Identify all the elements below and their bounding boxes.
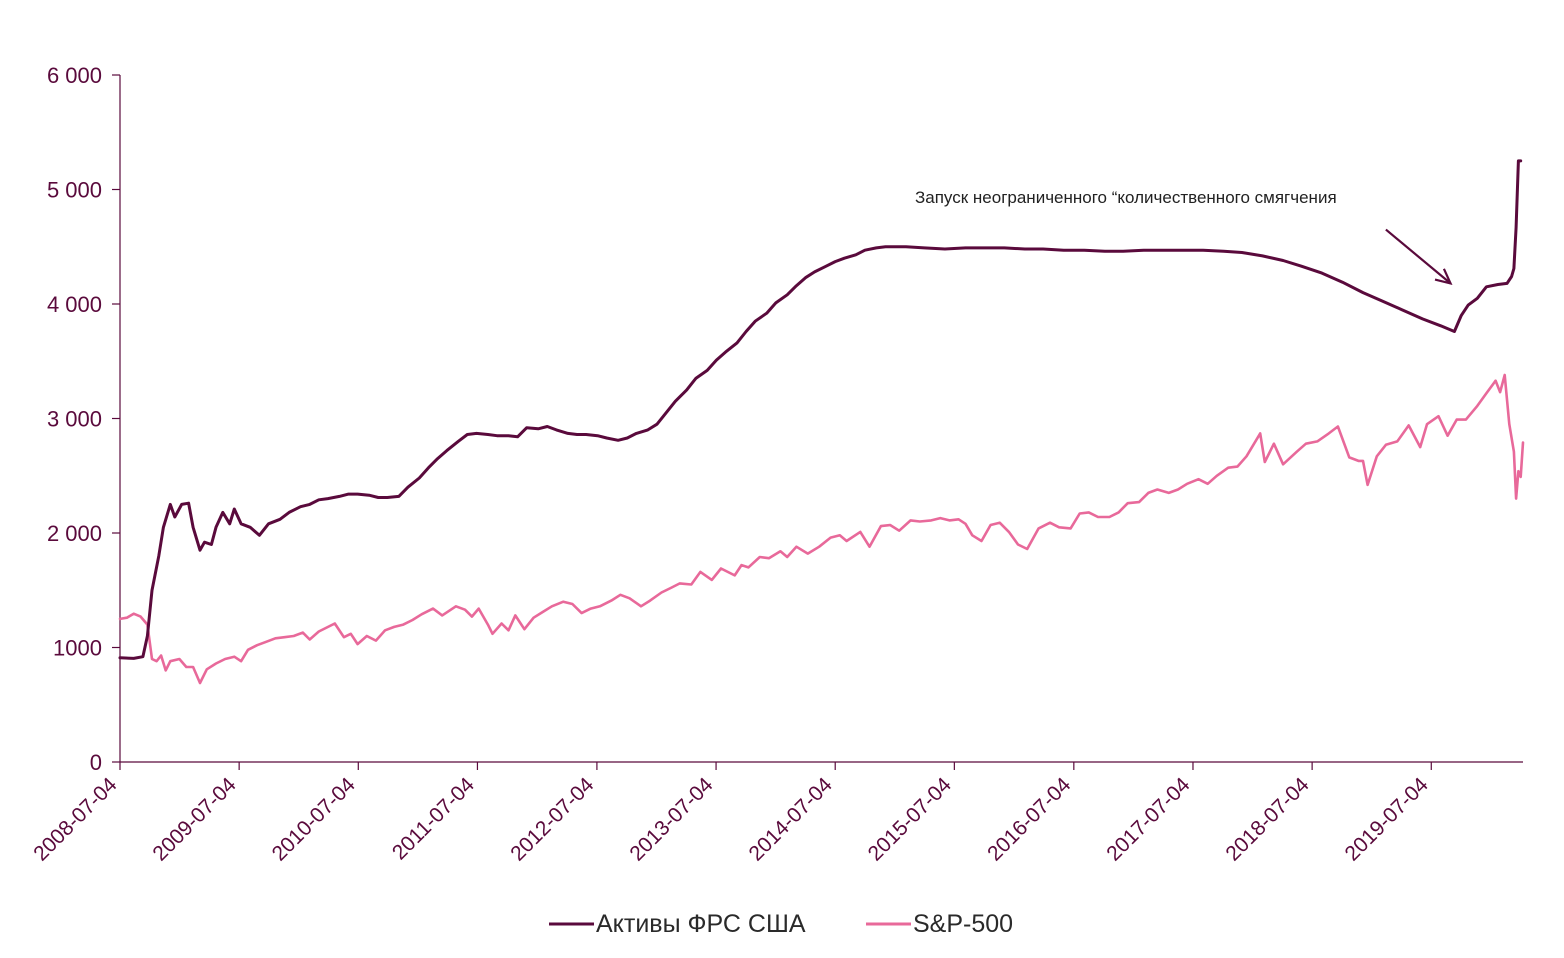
- x-tick-label: 2016-07-04: [983, 773, 1075, 865]
- x-tick-label: 2009-07-04: [148, 773, 240, 865]
- y-tick-label: 0: [90, 750, 102, 775]
- x-tick-label: 2011-07-04: [388, 773, 479, 864]
- x-tick-label: 2018-07-04: [1221, 773, 1313, 865]
- legend-label-fed-assets: Активы ФРС США: [596, 910, 806, 938]
- annotation: Запуск неограниченного “количественного …: [915, 188, 1453, 286]
- x-axis: 2008-07-04 2009-07-04 2010-07-04 2011-07-04…: [29, 761, 1523, 865]
- x-tick-label: 2012-07-04: [506, 773, 598, 865]
- y-tick-label: 3 000: [47, 407, 102, 432]
- y-tick-label: 1000: [53, 636, 102, 661]
- y-tick-label: 6 000: [47, 63, 102, 88]
- y-tick-label: 5 000: [47, 178, 102, 203]
- y-axis: 0 1000 2 000 3 000 4 000 5 000 6 000: [47, 63, 121, 775]
- x-tick-label: 2008-07-04: [29, 773, 121, 865]
- legend: Активы ФРС США S&P-500: [549, 910, 1013, 938]
- x-tick-label: 2010-07-04: [268, 773, 360, 865]
- series-line-fed-assets: [118, 159, 1523, 660]
- annotation-arrow: [1385, 228, 1452, 285]
- series-layer: [118, 159, 1525, 685]
- x-tick-label: 2013-07-04: [625, 773, 717, 865]
- series-line-sp500: [118, 373, 1525, 685]
- y-tick-label: 4 000: [47, 292, 102, 317]
- annotation-arrow-head: [1434, 268, 1453, 286]
- y-tick-label: 2 000: [47, 521, 102, 546]
- x-tick-label: 2019-07-04: [1341, 773, 1433, 865]
- legend-label-sp500: S&P-500: [913, 910, 1013, 938]
- x-tick-label: 2017-07-04: [1102, 773, 1194, 865]
- x-tick-label: 2015-07-04: [864, 773, 956, 865]
- annotation-text: Запуск неограниченного “количественного …: [915, 188, 1337, 207]
- x-tick-label: 2014-07-04: [745, 773, 837, 865]
